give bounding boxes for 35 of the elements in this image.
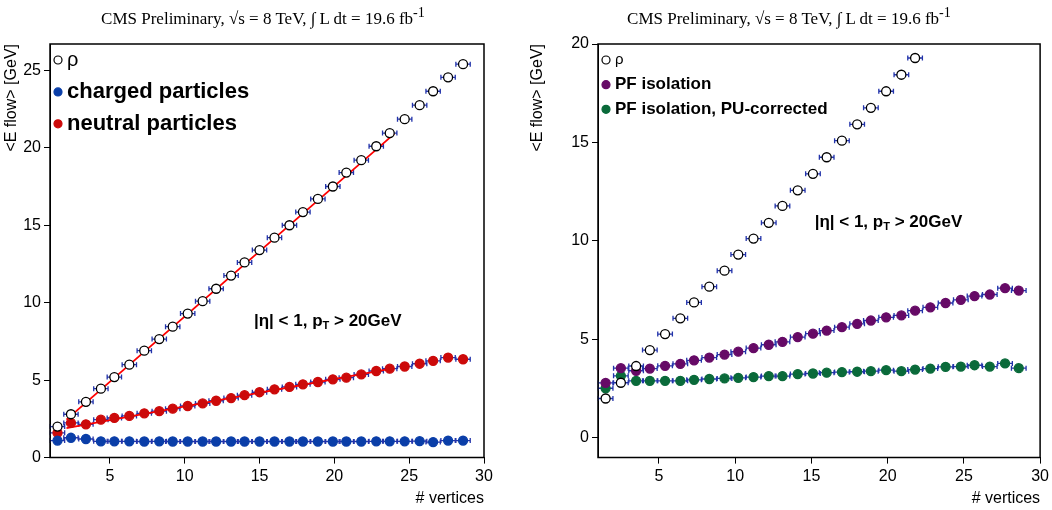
y-tick-label: 0 bbox=[32, 448, 42, 466]
y-tick-label: 20 bbox=[571, 34, 590, 52]
y-tick-label: 10 bbox=[571, 231, 590, 249]
y-tick-label: 5 bbox=[32, 370, 42, 388]
legend-label: neutral particles bbox=[67, 109, 237, 135]
y-tick-label: 15 bbox=[23, 215, 42, 233]
y-tick-label: 0 bbox=[580, 428, 590, 446]
legend-label: charged particles bbox=[67, 77, 250, 103]
chart-title: CMS Preliminary, √s = 8 TeV, ∫ L dt = 19.6 fb$^{-1}$ bbox=[626, 4, 952, 29]
x-tick-label: 20 bbox=[325, 466, 344, 484]
x-tick-label: 30 bbox=[1031, 466, 1050, 484]
x-tick-label: 25 bbox=[400, 466, 419, 484]
legend-label: ρ bbox=[67, 47, 79, 70]
y-tick-label: 25 bbox=[23, 60, 42, 78]
x-tick-label: 20 bbox=[878, 466, 897, 484]
x-tick-label: 5 bbox=[654, 466, 664, 484]
y-tick-label: 20 bbox=[23, 138, 42, 156]
y-axis-title: <E flow> [GeV] bbox=[528, 44, 546, 152]
x-axis-title: # vertices bbox=[415, 488, 484, 506]
legend-label: PF isolation bbox=[615, 74, 712, 94]
x-tick-label: 15 bbox=[250, 466, 269, 484]
y-tick-label: 15 bbox=[571, 132, 590, 150]
x-axis-title: # vertices bbox=[971, 488, 1041, 506]
y-tick-label: 10 bbox=[23, 293, 42, 311]
legend-label: ρ bbox=[615, 50, 624, 68]
x-tick-label: 10 bbox=[175, 466, 194, 484]
y-axis-title: <E flow> [GeV] bbox=[2, 44, 20, 152]
x-tick-label: 10 bbox=[726, 466, 745, 484]
x-tick-label: 30 bbox=[475, 466, 493, 484]
x-tick-label: 5 bbox=[105, 466, 115, 484]
legend-label: PF isolation, PU-corrected bbox=[615, 98, 828, 118]
x-tick-label: 25 bbox=[954, 466, 973, 484]
y-tick-label: 5 bbox=[580, 329, 590, 347]
x-tick-label: 15 bbox=[802, 466, 821, 484]
chart-title: CMS Preliminary, √s = 8 TeV, ∫ L dt = 19.6 fb$^{-1}$ bbox=[100, 4, 426, 29]
